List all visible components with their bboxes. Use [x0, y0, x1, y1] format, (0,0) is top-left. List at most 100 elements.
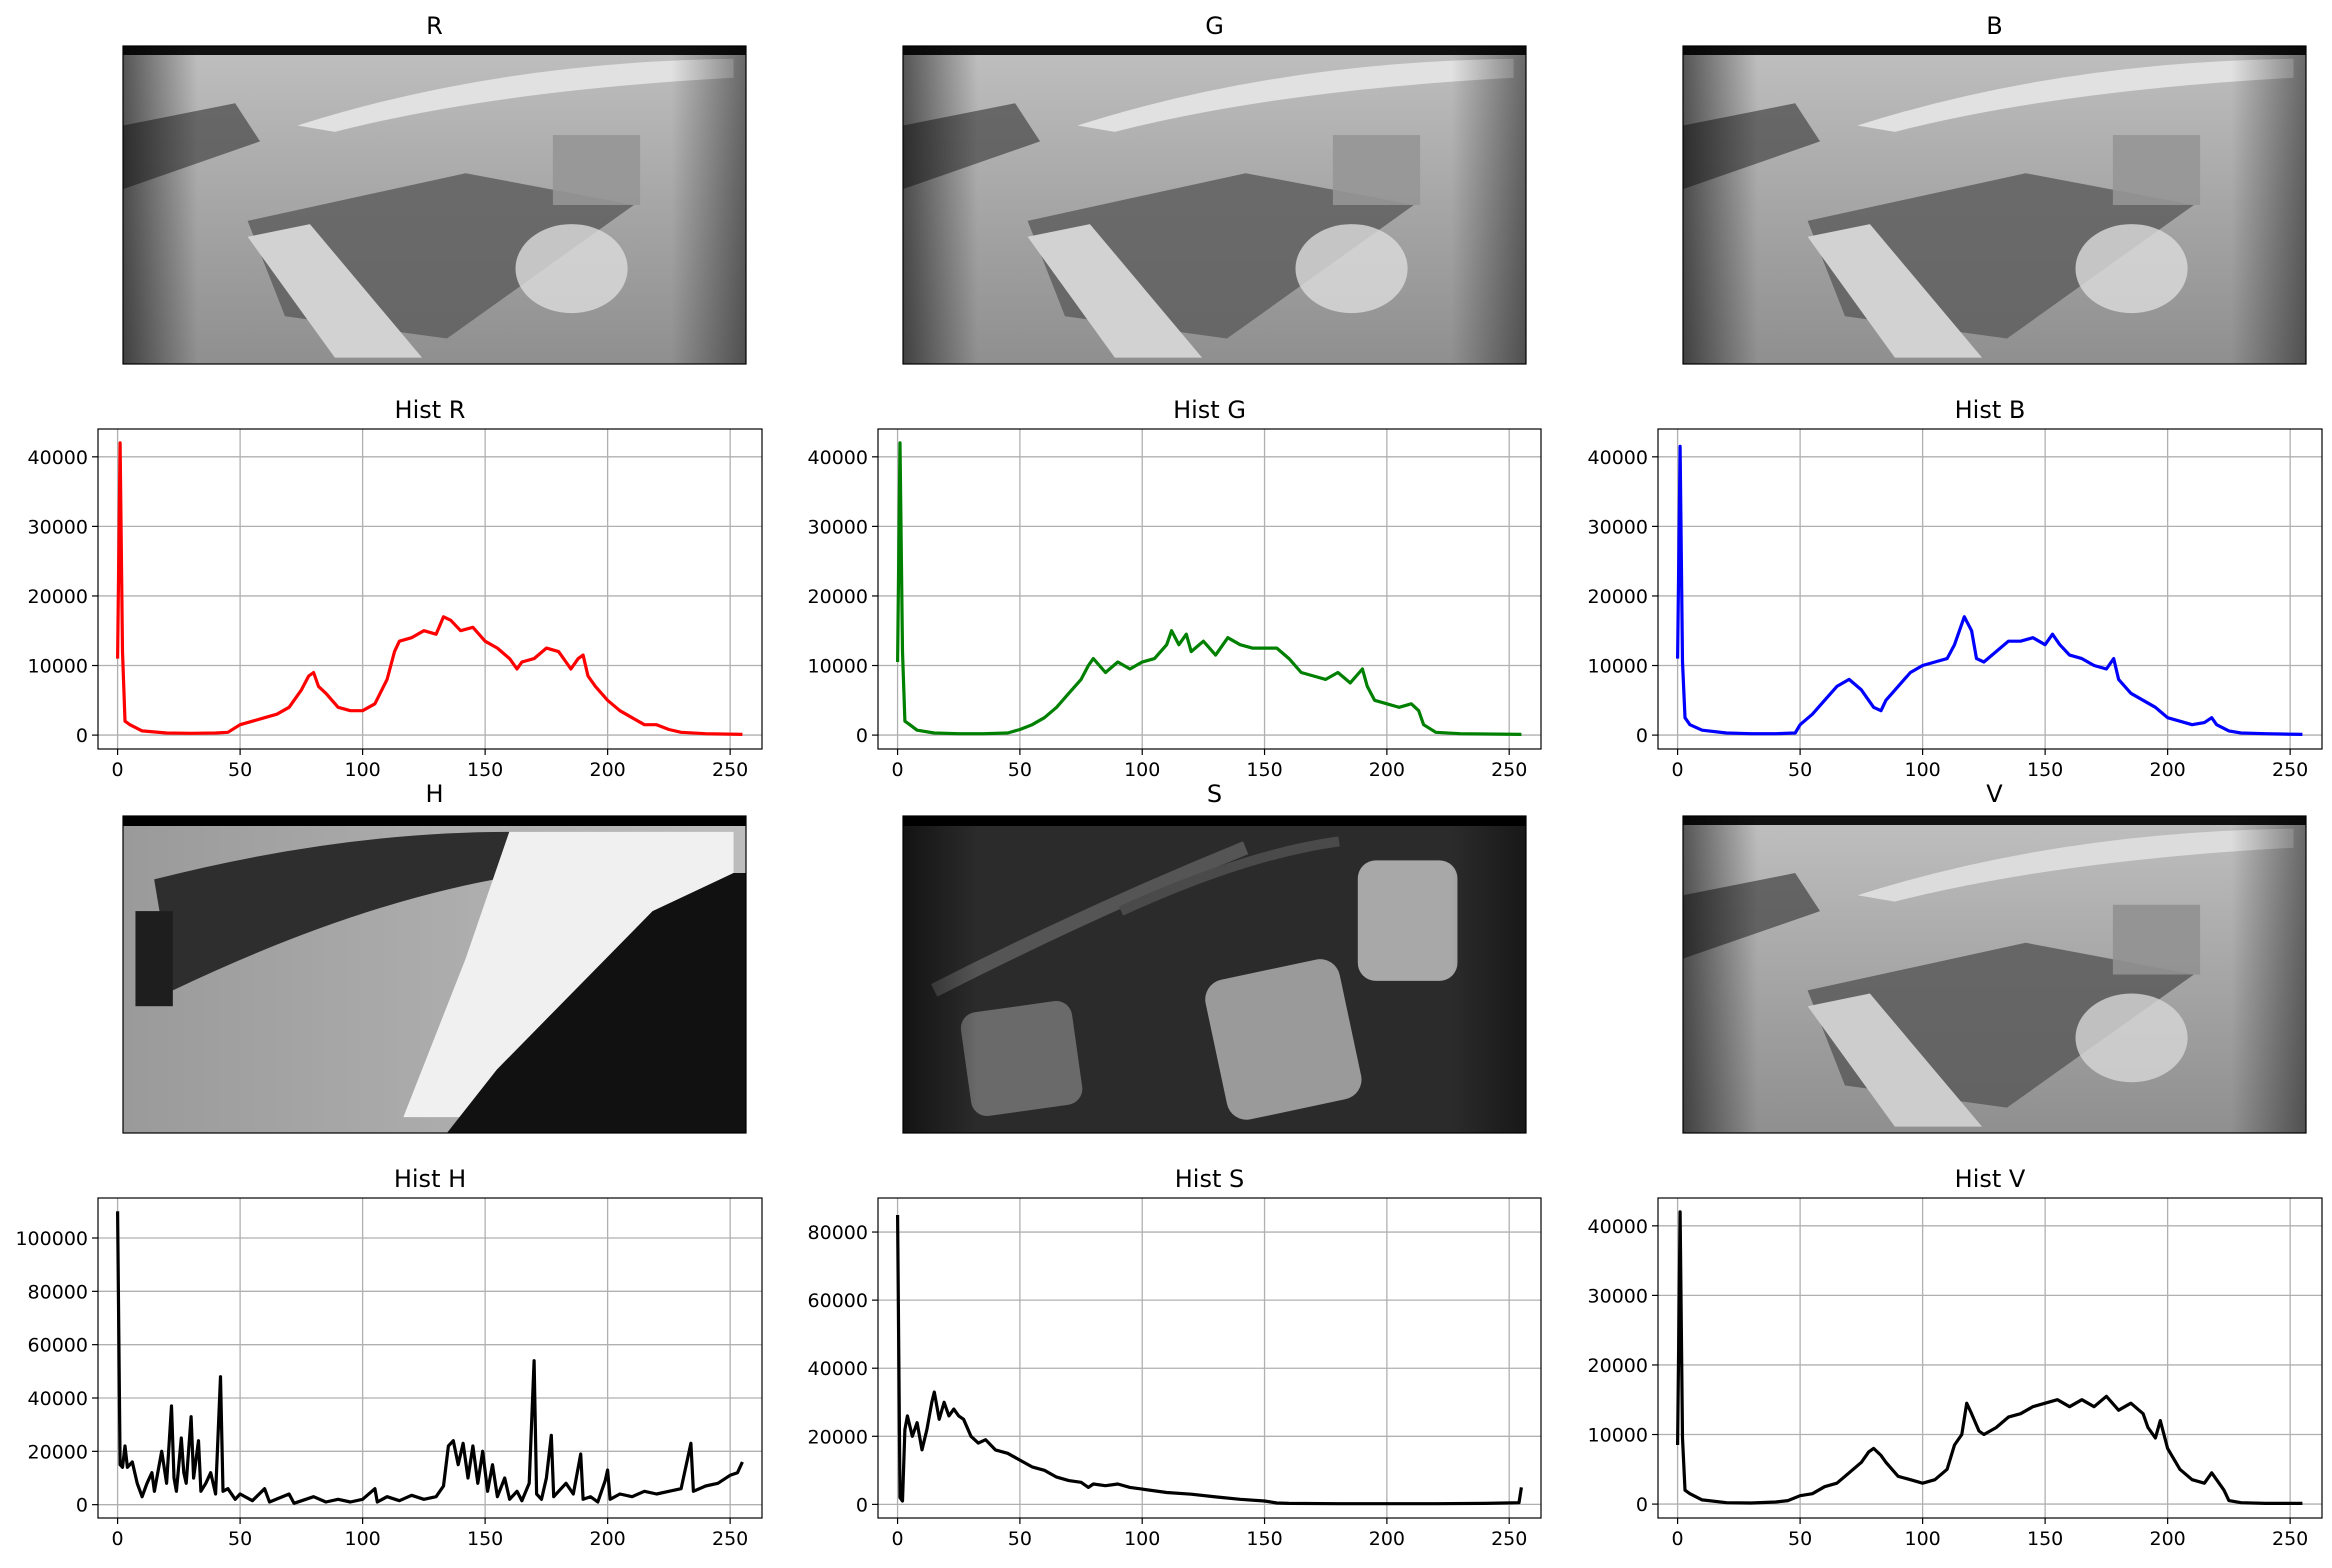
x-tick-label: 250 [712, 759, 748, 781]
image-title-r: R [426, 12, 443, 40]
chart-title: Hist S [1175, 1165, 1245, 1193]
y-tick-label: 100000 [15, 1228, 88, 1250]
plot-area [878, 1198, 1541, 1518]
x-tick-label: 250 [1491, 1528, 1527, 1550]
x-tick-label: 0 [112, 1528, 124, 1550]
plot-frame [1657, 428, 2323, 750]
image-panel-v: V [1682, 780, 2307, 1134]
x-tick-label: 150 [1246, 1528, 1282, 1550]
series-line-0 [896, 1214, 1523, 1506]
x-tick-label: 200 [590, 759, 626, 781]
image-panel-g: G [902, 12, 1527, 365]
x-tick-label: 100 [1124, 759, 1160, 781]
hist-chart-2: 0 50 100 150 200 250 0 10000 20000 30000 40000 Hist… [1588, 396, 2323, 781]
y-tick-label: 0 [76, 1495, 88, 1517]
plot-area [878, 429, 1541, 749]
image-title-v: V [1986, 780, 2003, 808]
y-tick-label: 20000 [1588, 1355, 1648, 1377]
x-tick-label: 100 [1904, 1528, 1940, 1550]
x-tick-label: 50 [228, 1528, 252, 1550]
series-line-0 [116, 441, 743, 736]
y-tick-label: 40000 [808, 447, 868, 469]
x-tick-label: 200 [590, 1528, 626, 1550]
image-title-b: B [1986, 12, 2002, 40]
y-tick-label: 60000 [28, 1335, 88, 1357]
series-line-0 [116, 1211, 744, 1505]
y-tick-label: 0 [856, 725, 868, 747]
y-tick-label: 20000 [808, 1426, 868, 1448]
x-tick-label: 100 [344, 759, 380, 781]
x-tick-label: 250 [712, 1528, 748, 1550]
x-tick-label: 250 [2272, 759, 2308, 781]
plot-frame [97, 428, 763, 750]
y-tick-label: 20000 [28, 586, 88, 608]
y-tick-label: 60000 [808, 1290, 868, 1312]
y-tick-label: 30000 [28, 516, 88, 538]
hist-chart-1: 0 50 100 150 200 250 0 10000 20000 30000 40000 Hist… [808, 396, 1542, 781]
y-tick-label: 40000 [28, 447, 88, 469]
x-tick-label: 50 [1008, 759, 1032, 781]
y-tick-label: 40000 [1588, 1216, 1648, 1238]
y-tick-label: 0 [856, 1494, 868, 1516]
x-tick-label: 150 [2027, 1528, 2063, 1550]
x-tick-label: 200 [1369, 759, 1405, 781]
x-tick-label: 0 [112, 759, 124, 781]
plot-area [98, 429, 762, 749]
y-tick-label: 0 [76, 725, 88, 747]
chart-title: Hist H [394, 1165, 466, 1193]
hist-chart-3: 0 50 100 150 200 250 0 20000 40000 60000 80000 1000… [15, 1165, 763, 1550]
x-tick-label: 100 [1124, 1528, 1160, 1550]
x-tick-label: 0 [1672, 759, 1684, 781]
y-tick-label: 80000 [28, 1281, 88, 1303]
y-tick-label: 40000 [1588, 447, 1648, 469]
x-tick-label: 0 [892, 759, 904, 781]
y-tick-label: 10000 [1588, 656, 1648, 678]
y-tick-label: 10000 [28, 656, 88, 678]
chart-title: Hist G [1173, 396, 1246, 424]
y-tick-label: 20000 [28, 1441, 88, 1463]
x-tick-label: 250 [1491, 759, 1527, 781]
y-tick-label: 20000 [808, 586, 868, 608]
y-tick-label: 30000 [1588, 1285, 1648, 1307]
image-title-h: H [425, 780, 443, 808]
x-tick-label: 150 [467, 759, 503, 781]
image-panel-s: S [902, 780, 1527, 1134]
x-tick-label: 0 [892, 1528, 904, 1550]
plot-area [1658, 429, 2322, 749]
hist-chart-5: 0 50 100 150 200 250 0 10000 20000 30000 40000 Hist… [1588, 1165, 2323, 1550]
y-tick-label: 30000 [808, 516, 868, 538]
image-panel-b: B [1682, 12, 2307, 365]
series-line-0 [1676, 1210, 2303, 1505]
x-tick-label: 150 [467, 1528, 503, 1550]
x-tick-label: 150 [2027, 759, 2063, 781]
x-tick-label: 100 [344, 1528, 380, 1550]
series-line-0 [896, 441, 1522, 736]
series-line-0 [1676, 444, 2303, 736]
x-tick-label: 50 [1788, 759, 1812, 781]
x-tick-label: 50 [228, 759, 252, 781]
y-tick-label: 40000 [28, 1388, 88, 1410]
image-panel-r: R [122, 12, 747, 365]
x-tick-label: 200 [2150, 759, 2186, 781]
x-tick-label: 50 [1008, 1528, 1032, 1550]
image-title-s: S [1207, 780, 1222, 808]
x-tick-label: 250 [2272, 1528, 2308, 1550]
y-tick-label: 30000 [1588, 516, 1648, 538]
y-tick-label: 40000 [808, 1358, 868, 1380]
image-title-g: G [1205, 12, 1224, 40]
plot-frame [877, 428, 1542, 750]
y-tick-label: 0 [1636, 1494, 1648, 1516]
hist-chart-4: 0 50 100 150 200 250 0 20000 40000 60000 80000 Hist… [808, 1165, 1542, 1550]
y-tick-label: 0 [1636, 725, 1648, 747]
plot-area [1658, 1198, 2322, 1518]
y-tick-label: 10000 [808, 656, 868, 678]
plot-frame [97, 1197, 763, 1519]
x-tick-label: 0 [1672, 1528, 1684, 1550]
chart-title: Hist B [1955, 396, 2026, 424]
x-tick-label: 200 [1369, 1528, 1405, 1550]
x-tick-label: 50 [1788, 1528, 1812, 1550]
chart-title: Hist R [395, 396, 466, 424]
x-tick-label: 200 [2150, 1528, 2186, 1550]
plot-frame [877, 1197, 1542, 1519]
